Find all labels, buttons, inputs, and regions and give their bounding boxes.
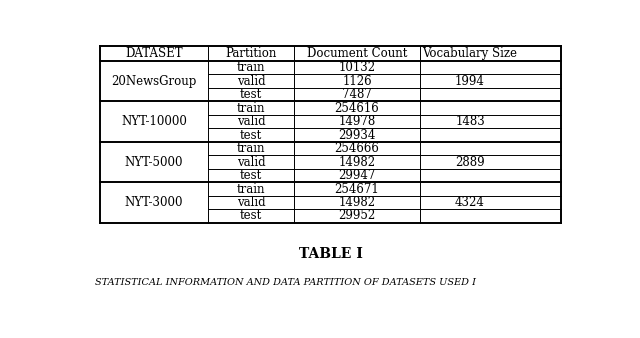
Text: valid: valid [237,115,265,128]
Text: NYT-3000: NYT-3000 [125,196,183,209]
Text: 14982: 14982 [339,155,376,169]
Text: 29947: 29947 [339,169,376,182]
Text: train: train [237,142,265,155]
Text: 20NewsGroup: 20NewsGroup [111,75,196,88]
Text: test: test [240,169,262,182]
Text: Document Count: Document Count [307,47,407,60]
Text: 14978: 14978 [339,115,376,128]
Text: TABLE I: TABLE I [298,247,362,261]
Text: test: test [240,210,262,222]
Text: valid: valid [237,75,265,88]
Text: train: train [237,61,265,74]
Text: 254616: 254616 [335,101,380,115]
Text: test: test [240,128,262,142]
Text: 254671: 254671 [335,183,380,195]
Text: 1126: 1126 [342,75,372,88]
Text: 29952: 29952 [339,210,376,222]
Text: train: train [237,101,265,115]
Text: 1994: 1994 [455,75,485,88]
Text: train: train [237,183,265,195]
Text: NYT-10000: NYT-10000 [121,115,187,128]
Text: DATASET: DATASET [125,47,183,60]
Text: valid: valid [237,155,265,169]
Text: 14982: 14982 [339,196,376,209]
Text: NYT-5000: NYT-5000 [125,155,183,169]
Text: STATISTICAL INFORMATION AND DATA PARTITION OF DATASETS USED I: STATISTICAL INFORMATION AND DATA PARTITI… [95,278,476,287]
Text: Vocabulary Size: Vocabulary Size [422,47,518,60]
Text: valid: valid [237,196,265,209]
Text: 2889: 2889 [455,155,485,169]
Text: 254666: 254666 [335,142,380,155]
Text: test: test [240,88,262,101]
Text: 7487: 7487 [342,88,372,101]
Text: 10132: 10132 [339,61,376,74]
Text: 1483: 1483 [455,115,485,128]
Text: 29934: 29934 [339,128,376,142]
Text: Partition: Partition [225,47,276,60]
Text: 4324: 4324 [455,196,485,209]
